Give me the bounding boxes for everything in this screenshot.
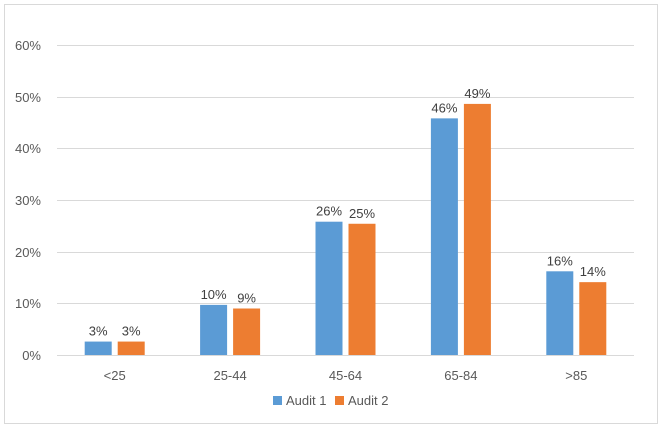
y-tick-label: 40%	[15, 141, 41, 156]
y-axis-ticks: 0% 10% 20% 30% 40% 50% 60%	[15, 38, 41, 363]
bar	[84, 341, 112, 355]
bar	[315, 221, 343, 355]
data-label: 46%	[431, 100, 457, 115]
x-category-label: 45-64	[329, 368, 362, 383]
x-category-label: 25-44	[213, 368, 246, 383]
y-tick-label: 20%	[15, 245, 41, 260]
data-label: 9%	[237, 291, 256, 306]
data-label: 10%	[201, 287, 227, 302]
bar	[200, 304, 228, 355]
bar	[463, 103, 491, 356]
data-label: 3%	[122, 324, 141, 339]
bar	[348, 223, 376, 355]
y-tick-label: 60%	[15, 38, 41, 53]
gridlines	[57, 45, 634, 356]
x-category-label: <25	[104, 368, 126, 383]
y-tick-label: 30%	[15, 193, 41, 208]
bar	[117, 341, 145, 355]
bar	[546, 271, 574, 355]
data-label: 14%	[580, 264, 606, 279]
legend-label: Audit 1	[286, 393, 326, 408]
y-tick-label: 50%	[15, 90, 41, 105]
y-tick-label: 0%	[22, 348, 41, 363]
data-label: 3%	[89, 324, 108, 339]
data-label: 49%	[464, 86, 490, 101]
x-axis-categories: <25 25-44 45-64 65-84 >85	[104, 368, 588, 383]
y-tick-label: 10%	[15, 296, 41, 311]
bar	[579, 282, 607, 355]
data-label: 26%	[316, 204, 342, 219]
bar	[233, 308, 261, 355]
legend: Audit 1 Audit 2	[273, 393, 388, 408]
data-label: 25%	[349, 206, 375, 221]
legend-swatch	[273, 396, 282, 405]
data-labels: 3% 3% 10% 9% 26% 25% 46% 49% 16% 14%	[89, 86, 606, 339]
legend-swatch	[335, 396, 344, 405]
bars	[84, 103, 607, 356]
legend-label: Audit 2	[348, 393, 388, 408]
x-category-label: >85	[565, 368, 587, 383]
bar	[430, 118, 458, 355]
data-label: 16%	[547, 253, 573, 268]
x-category-label: 65-84	[444, 368, 477, 383]
